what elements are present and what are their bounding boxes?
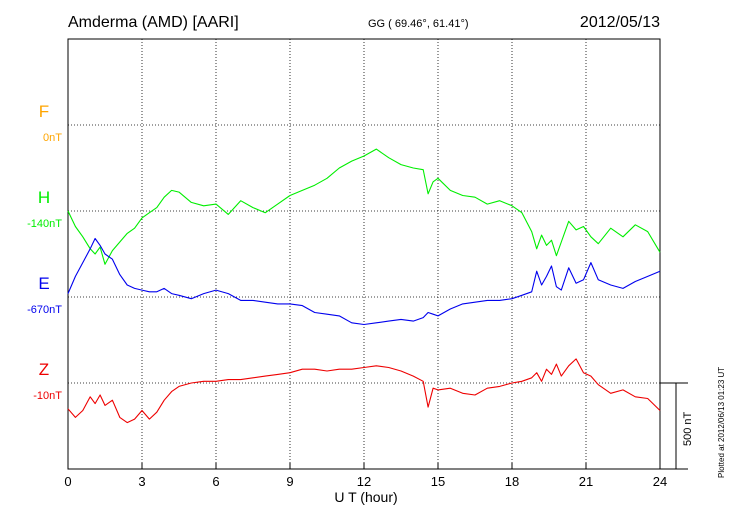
x-tick-label: 9 bbox=[286, 474, 293, 489]
series-h-offset: -140nT bbox=[27, 218, 62, 230]
series-h-line bbox=[67, 148, 661, 265]
plot-grid bbox=[68, 39, 660, 469]
x-axis-ticks: 0 3 6 9 12 15 18 21 24 bbox=[64, 463, 667, 489]
x-tick-label: 6 bbox=[212, 474, 219, 489]
coords-label: GG ( 69.46°, 61.41°) bbox=[368, 18, 469, 30]
plot-frame bbox=[67, 38, 661, 470]
series-e-offset: -670nT bbox=[27, 304, 62, 316]
date-label: 2012/05/13 bbox=[580, 14, 660, 31]
series-f-name: F bbox=[39, 102, 49, 121]
series-e-name: E bbox=[38, 274, 49, 293]
station-title: Amderma (AMD) [AARI] bbox=[68, 14, 239, 31]
series-f-offset: 0nT bbox=[43, 132, 62, 144]
x-tick-label: 15 bbox=[431, 474, 445, 489]
series-e-line bbox=[67, 237, 661, 326]
x-tick-label: 24 bbox=[653, 474, 667, 489]
series-z-name: Z bbox=[39, 360, 49, 379]
traces: F 0nT H -140nT E -670nT Z -10nT bbox=[27, 102, 661, 424]
x-tick-label: 12 bbox=[357, 474, 371, 489]
x-axis-title: U T (hour) bbox=[334, 489, 397, 505]
x-tick-label: 3 bbox=[138, 474, 145, 489]
series-h-name: H bbox=[38, 188, 50, 207]
x-tick-label: 0 bbox=[64, 474, 71, 489]
series-z-line bbox=[67, 358, 661, 424]
plotted-timestamp: Plotted at 2012/06/13 01:23 UT bbox=[717, 366, 726, 478]
series-z-offset: -10nT bbox=[33, 390, 62, 402]
x-tick-label: 18 bbox=[505, 474, 519, 489]
x-tick-label: 21 bbox=[579, 474, 593, 489]
scale-bar bbox=[660, 382, 688, 470]
scale-bar-label: 500 nT bbox=[682, 411, 694, 446]
